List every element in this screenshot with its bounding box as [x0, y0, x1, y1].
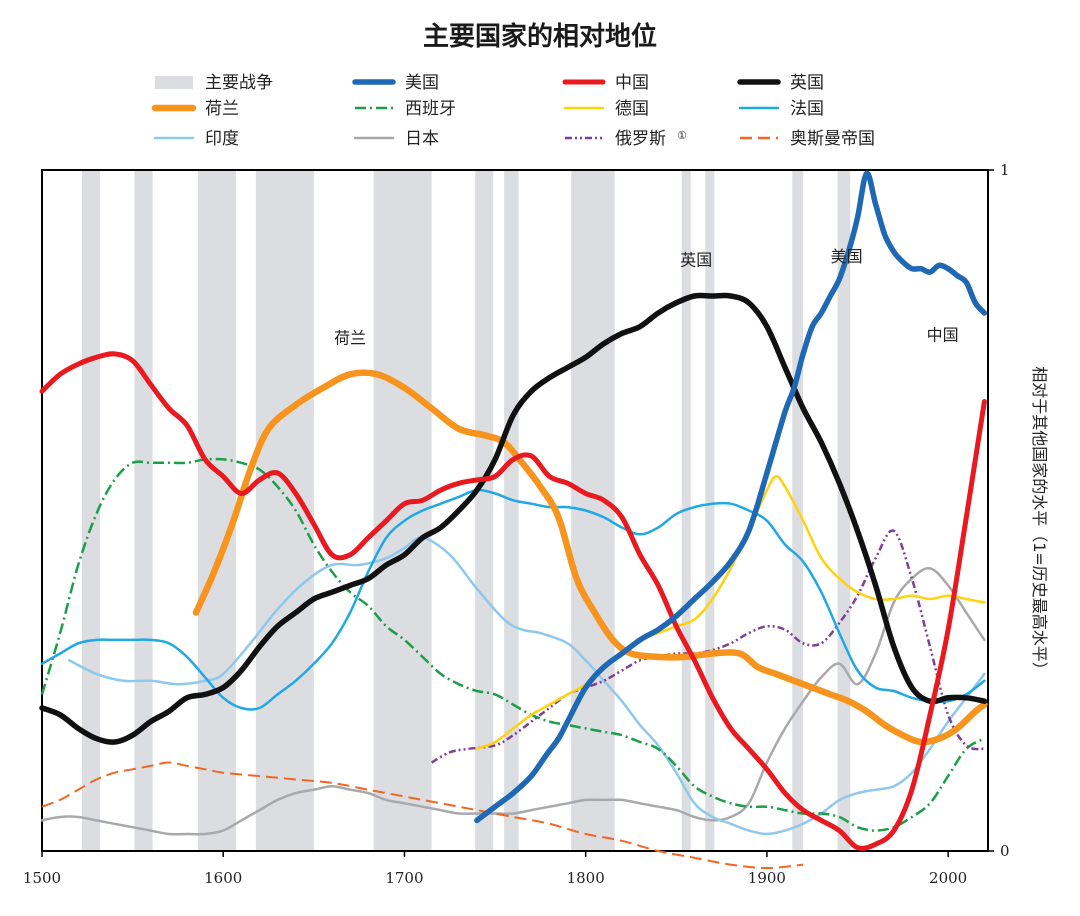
series-line-日本 [40, 567, 986, 836]
series-line-西班牙 [40, 457, 986, 832]
plot-frame [41, 169, 989, 852]
legend-item: 主要战争 [155, 73, 273, 93]
series-line-俄罗斯 [430, 529, 985, 764]
legend-item: 奥斯曼帝国 [740, 129, 875, 149]
war-bands [81, 170, 851, 851]
legend-label: 英国 [790, 73, 824, 93]
x-tick-label: 1500 [23, 869, 61, 887]
series-line-德国 [475, 475, 986, 751]
legend-label: 德国 [615, 99, 649, 119]
legend-item: 英国 [737, 73, 824, 93]
legend-item: 日本 [353, 129, 439, 149]
series-line-中国 [39, 351, 987, 851]
axes: 1500 1600 1700 1800 1900 2000 0 1 [23, 161, 1010, 887]
annotation-label: 中国 [927, 325, 959, 344]
legend-item: 西班牙 [355, 99, 456, 119]
legend-label: 日本 [405, 129, 439, 149]
x-tick-label: 2000 [929, 869, 967, 887]
legend-item: 印度 [153, 129, 239, 149]
footnote-marker: ① [677, 129, 687, 142]
legend-item: 德国 [563, 99, 649, 119]
legend-label: 西班牙 [405, 99, 456, 119]
series-line-荷兰 [192, 369, 988, 746]
war-band [705, 170, 715, 851]
x-tick-label: 1900 [748, 869, 786, 887]
legend-label: 美国 [405, 73, 439, 93]
legend-swatch [155, 76, 193, 89]
y-tick-label: 1 [1000, 161, 1010, 179]
legend-item: 俄罗斯 ① [565, 129, 687, 149]
annotation-label: 美国 [831, 247, 863, 266]
war-band [81, 170, 100, 851]
legend-item: 中国 [562, 73, 649, 93]
legend-label: 俄罗斯 [615, 129, 666, 149]
legend-label: 法国 [790, 99, 824, 119]
series-line-英国 [39, 292, 988, 745]
y-axis-label: 相对于其他国家的水平（1=历史最高水平） [1030, 366, 1049, 678]
y-tick-label: 0 [1000, 842, 1010, 860]
chart-title: 主要国家的相对地位 [423, 21, 657, 52]
x-tick-label: 1800 [567, 869, 605, 887]
legend-label: 荷兰 [205, 99, 239, 119]
war-band [475, 170, 494, 851]
legend-item: 美国 [352, 73, 439, 93]
x-tick-label: 1600 [204, 869, 242, 887]
legend-label: 印度 [205, 129, 239, 149]
legend-label: 主要战争 [205, 73, 273, 93]
legend-item: 荷兰 [151, 99, 239, 119]
annotation-label: 英国 [680, 250, 712, 269]
war-band [571, 170, 615, 851]
legend-label: 奥斯曼帝国 [790, 129, 875, 149]
series-line-法国 [40, 488, 986, 711]
series-line-美国 [474, 170, 988, 824]
series-line-奥斯曼帝国 [41, 761, 804, 869]
war-band [837, 170, 851, 851]
series-lines [39, 170, 988, 869]
series-line-印度 [67, 536, 986, 836]
war-band [504, 170, 519, 851]
legend-item: 法国 [738, 99, 824, 119]
annotation-label: 荷兰 [334, 329, 366, 348]
war-band [197, 170, 236, 851]
x-tick-label: 1700 [385, 869, 423, 887]
legend-label: 中国 [615, 73, 649, 93]
war-band [134, 170, 153, 851]
